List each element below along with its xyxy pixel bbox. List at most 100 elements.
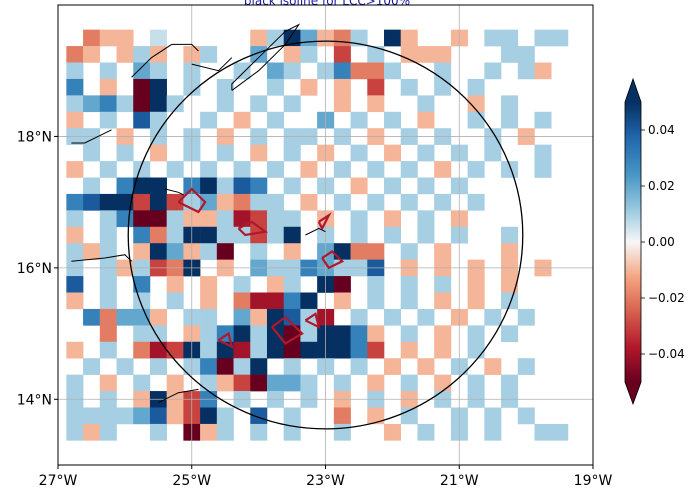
heatmap-cell (367, 243, 385, 260)
heatmap-cell (367, 46, 385, 63)
heatmap-cell (350, 325, 368, 343)
heatmap-cell (99, 210, 117, 228)
heatmap-cell (66, 374, 84, 392)
heatmap-cell (66, 276, 84, 293)
heatmap-cell (149, 226, 167, 244)
heatmap-cell (200, 210, 218, 228)
heatmap-cell (116, 358, 134, 375)
heatmap-cell (384, 226, 402, 244)
heatmap-cell (350, 308, 368, 326)
heatmap-cell (266, 292, 285, 310)
heatmap-cell (333, 325, 351, 343)
heatmap-cell (417, 226, 435, 244)
heatmap-cell (233, 193, 251, 211)
heatmap-cell (266, 374, 285, 392)
heatmap-cell (99, 193, 117, 211)
heatmap-cell (283, 95, 301, 113)
heatmap-cell (83, 308, 101, 326)
heatmap-cell (467, 78, 485, 96)
heatmap-cell (66, 210, 84, 228)
heatmap-cell (149, 144, 167, 162)
heatmap-cell (250, 341, 268, 359)
heatmap-cell (66, 226, 84, 244)
heatmap-cell (233, 62, 251, 80)
heatmap-cell (417, 308, 435, 326)
heatmap-cell (116, 29, 134, 47)
black-isoline (164, 188, 186, 197)
heatmap-cell (350, 243, 368, 260)
heatmap-cell (333, 29, 351, 47)
heatmap-cell (484, 423, 502, 441)
heatmap-cell (149, 62, 167, 80)
heatmap-cell (233, 276, 251, 293)
heatmap-cell (484, 308, 502, 326)
heatmap-cell (283, 276, 301, 293)
heatmap-cell (216, 193, 234, 211)
heatmap-cell (417, 95, 435, 113)
heatmap-cell (66, 62, 84, 80)
heatmap-cell (283, 341, 301, 359)
heatmap-cell (300, 374, 318, 392)
heatmap-cell (250, 374, 268, 392)
heatmap-cell (400, 407, 418, 425)
heatmap-cell (501, 325, 519, 343)
heatmap-cell (384, 111, 402, 129)
heatmap-cell (350, 210, 368, 228)
heatmap-cell (216, 95, 234, 113)
heatmap-cell (149, 46, 167, 63)
heatmap-cell (116, 46, 134, 63)
heatmap-cell (250, 29, 268, 47)
heatmap-cell (133, 292, 151, 310)
heatmap-cell (484, 144, 502, 162)
heatmap-cell (66, 193, 84, 211)
heatmap-cell (66, 292, 84, 310)
heatmap-cell (166, 210, 184, 228)
heatmap-cell (367, 341, 385, 359)
colorbar-tick-label: 0.02 (648, 179, 675, 193)
colorbar-extend-top (625, 79, 641, 102)
chart-title: black isoline for LCC>100% (244, 0, 410, 8)
heatmap-cell (133, 177, 151, 195)
heatmap-cell (250, 423, 268, 441)
heatmap-cell (333, 62, 351, 80)
heatmap-cell (434, 62, 452, 80)
domain-circle (127, 40, 524, 430)
colorbar-tick-label: 0.04 (648, 123, 675, 137)
heatmap-cell (283, 308, 301, 326)
heatmap-cell (283, 423, 301, 441)
heatmap-cell (300, 341, 318, 359)
y-tick-label: 16°N (17, 261, 52, 277)
heatmap-cell (250, 95, 268, 113)
heatmap-cell (400, 276, 418, 293)
heatmap-cell (133, 374, 151, 392)
heatmap-cell (250, 308, 268, 326)
heatmap-cell (400, 29, 418, 47)
heatmap-cell (384, 177, 402, 195)
black-isoline (231, 23, 301, 91)
heatmap-cell (434, 78, 452, 96)
heatmap-cell (266, 111, 285, 129)
heatmap-cell (149, 29, 167, 47)
heatmap-cell (400, 46, 418, 63)
plot-area (57, 4, 594, 466)
heatmap-cell (133, 111, 151, 129)
heatmap-cell (66, 78, 84, 96)
x-tick-label: 27°W (39, 473, 78, 489)
heatmap-cell (149, 358, 167, 375)
heatmap-cell (133, 78, 151, 96)
heatmap-cell (166, 95, 184, 113)
heatmap-cell (434, 161, 452, 178)
heatmap-cell (367, 292, 385, 310)
heatmap-cell (266, 29, 285, 47)
heatmap-cell (367, 325, 385, 343)
heatmap-cell (166, 341, 184, 359)
heatmap-cell (149, 308, 167, 326)
heatmap-cell (283, 292, 301, 310)
heatmap-cell (350, 177, 368, 195)
heatmap-cell (467, 341, 485, 359)
heatmap-cell (283, 29, 301, 47)
heatmap-cell (66, 46, 84, 63)
x-tick-label: 25°W (172, 473, 211, 489)
heatmap-cell (434, 292, 452, 310)
heatmap-cell (250, 210, 268, 228)
